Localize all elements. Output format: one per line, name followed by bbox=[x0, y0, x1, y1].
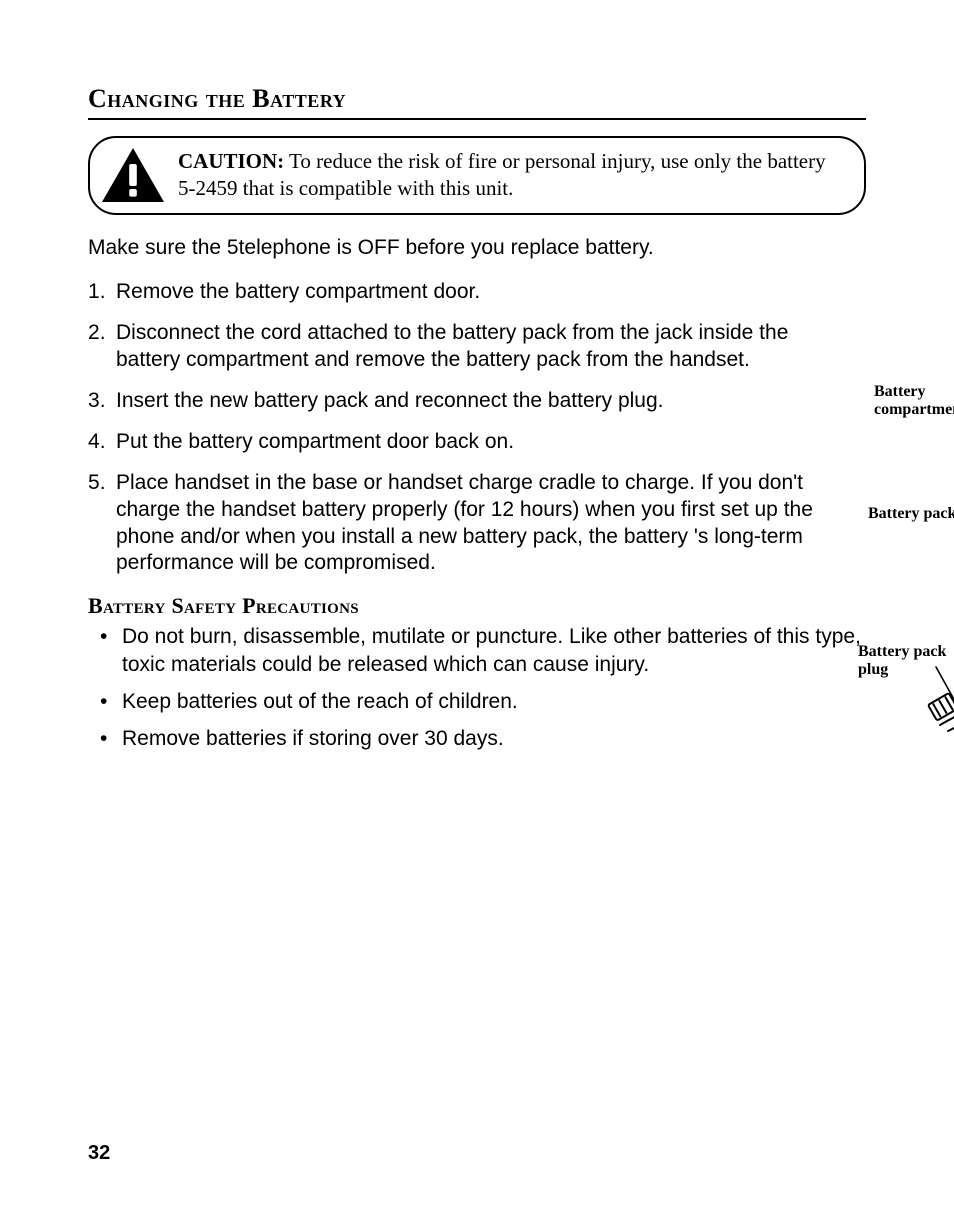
caution-label: CAUTION: bbox=[178, 149, 284, 173]
safety-bullet: Remove batteries if storing over 30 days… bbox=[88, 725, 866, 752]
warning-icon bbox=[100, 146, 166, 204]
page-title: Changing the Battery bbox=[88, 84, 866, 120]
safety-bullets: Do not burn, disassemble, mutilate or pu… bbox=[88, 623, 866, 752]
step-item: Disconnect the cord attached to the batt… bbox=[88, 320, 848, 374]
step-item: Place handset in the base or handset cha… bbox=[88, 470, 848, 578]
safety-bullet: Keep batteries out of the reach of child… bbox=[88, 688, 866, 715]
diagram-label-battery-pack: Battery pack bbox=[868, 505, 954, 523]
diagram-label-battery-pack-plug: Battery pack plug bbox=[858, 643, 954, 680]
step-item: Insert the new battery pack and reconnec… bbox=[88, 388, 848, 415]
diagram-label-battery-compartment: Battery compartment bbox=[874, 383, 954, 420]
caution-box: CAUTION: To reduce the risk of fire or p… bbox=[88, 136, 866, 215]
step-item: Remove the battery compartment door. bbox=[88, 279, 848, 306]
caution-text: CAUTION: To reduce the risk of fire or p… bbox=[178, 148, 842, 203]
steps-list: Remove the battery compartment door. Dis… bbox=[88, 279, 848, 577]
step-item: Put the battery compartment door back on… bbox=[88, 429, 848, 456]
handset-diagram: Battery compartment Battery pack Battery… bbox=[856, 235, 954, 755]
safety-bullet: Do not burn, disassemble, mutilate or pu… bbox=[88, 623, 866, 678]
safety-title: Battery Safety Precautions bbox=[88, 593, 866, 619]
intro-text: Make sure the 5telephone is OFF before y… bbox=[88, 235, 848, 262]
page-number: 32 bbox=[88, 1142, 110, 1165]
